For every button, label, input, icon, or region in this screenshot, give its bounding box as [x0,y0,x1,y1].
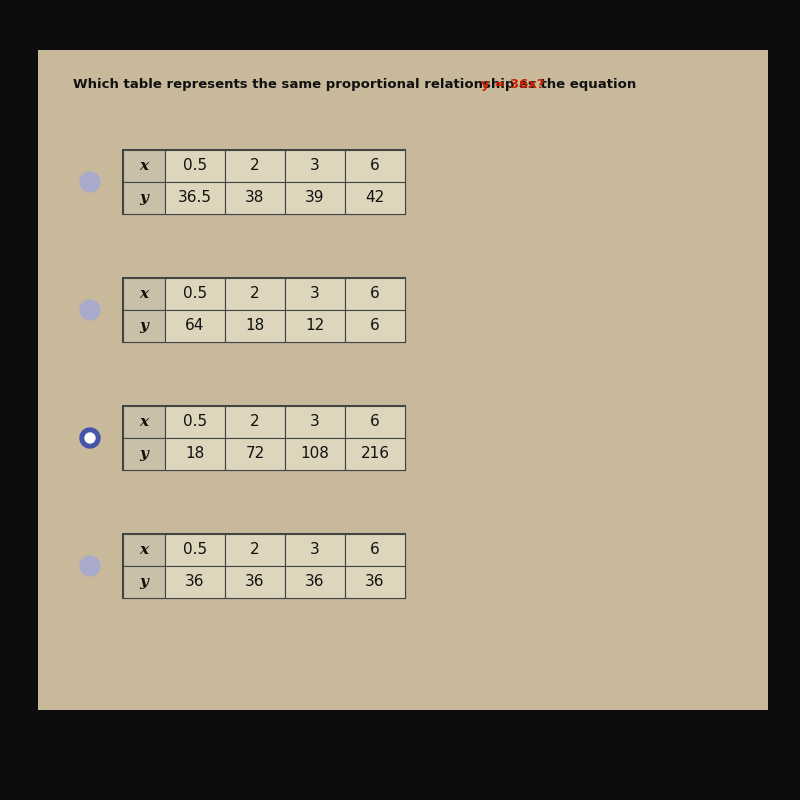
Bar [285,150,345,182]
Text: 6: 6 [370,542,380,558]
Text: x: x [139,543,149,557]
Bar [285,278,345,310]
Text: 39: 39 [306,190,325,206]
Text: 6: 6 [370,158,380,174]
Text: 72: 72 [246,446,265,462]
Bar [123,406,165,438]
Text: 3: 3 [310,542,320,558]
Bar [123,310,165,342]
Text: 36: 36 [246,574,265,590]
Bar [285,406,345,438]
Text: 38: 38 [246,190,265,206]
Bar [165,534,225,566]
Text: 0.5: 0.5 [183,286,207,302]
Text: 12: 12 [306,318,325,334]
Bar [165,406,225,438]
Bar [345,566,405,598]
Bar [123,534,405,598]
Text: y: y [139,191,149,205]
Text: y: y [139,447,149,461]
Text: x: x [139,415,149,429]
Bar [38,50,768,710]
Text: y = 36x?: y = 36x? [482,78,545,91]
Bar [345,406,405,438]
Bar [225,278,285,310]
Text: 2: 2 [250,414,260,430]
Text: x: x [139,159,149,173]
Bar [345,310,405,342]
Bar [165,566,225,598]
Text: 36: 36 [366,574,385,590]
Bar [225,310,285,342]
Text: 42: 42 [366,190,385,206]
Circle shape [80,172,100,192]
Bar [285,438,345,470]
Text: 2: 2 [250,286,260,302]
Bar [165,150,225,182]
Bar [345,182,405,214]
Bar [345,534,405,566]
Bar [225,534,285,566]
Text: 3: 3 [310,158,320,174]
Bar [165,182,225,214]
Text: 6: 6 [370,318,380,334]
Bar [123,534,165,566]
Bar [225,438,285,470]
Bar [165,278,225,310]
Text: 18: 18 [246,318,265,334]
Text: 0.5: 0.5 [183,158,207,174]
Bar [345,278,405,310]
Text: 18: 18 [186,446,205,462]
Bar [285,534,345,566]
Text: 6: 6 [370,414,380,430]
Bar [165,310,225,342]
Bar [123,182,165,214]
Bar [225,182,285,214]
Text: 36: 36 [306,574,325,590]
Text: 2: 2 [250,158,260,174]
Bar [123,406,405,470]
Bar [123,566,165,598]
Text: 2: 2 [250,542,260,558]
Bar [123,150,405,214]
Text: y: y [139,575,149,589]
Bar [225,150,285,182]
Text: 36.5: 36.5 [178,190,212,206]
Text: 6: 6 [370,286,380,302]
Bar [123,278,405,342]
Circle shape [80,300,100,320]
Bar [285,310,345,342]
Text: y: y [139,319,149,333]
Circle shape [80,556,100,576]
Text: 36: 36 [186,574,205,590]
Bar [165,438,225,470]
Bar [123,278,165,310]
Text: 108: 108 [301,446,330,462]
Text: x: x [139,287,149,301]
Bar [123,150,165,182]
Text: 0.5: 0.5 [183,542,207,558]
Bar [123,438,165,470]
Bar [285,182,345,214]
Text: 3: 3 [310,286,320,302]
Bar [345,438,405,470]
Bar [345,150,405,182]
Bar [225,406,285,438]
Bar [285,566,345,598]
Text: 64: 64 [186,318,205,334]
Text: Which table represents the same proportional relationship as the equation: Which table represents the same proporti… [73,78,641,91]
Circle shape [80,428,100,448]
Text: 3: 3 [310,414,320,430]
Text: 0.5: 0.5 [183,414,207,430]
Text: 216: 216 [361,446,390,462]
Circle shape [85,433,95,443]
Bar [225,566,285,598]
